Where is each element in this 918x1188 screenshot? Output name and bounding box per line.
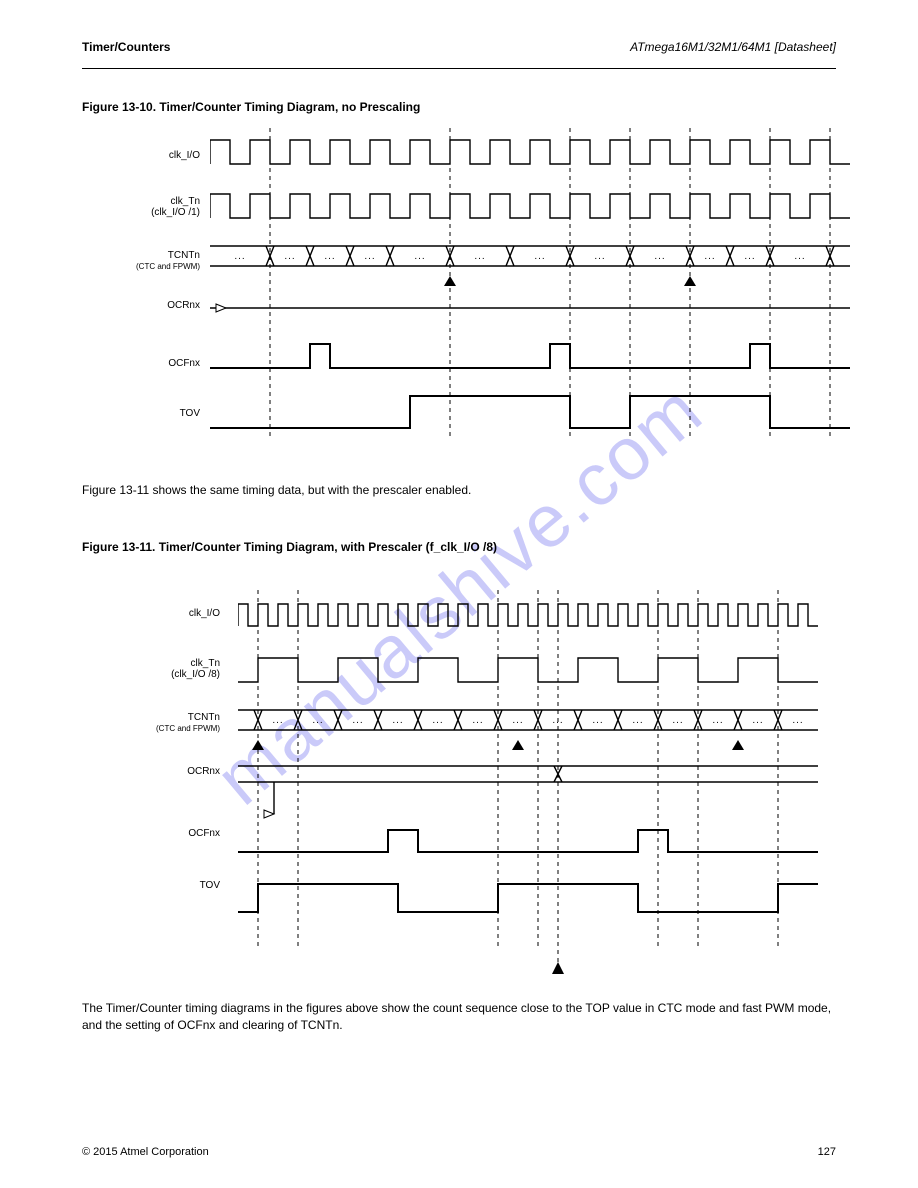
- svg-text:...: ...: [672, 715, 683, 726]
- svg-text:...: ...: [794, 251, 805, 262]
- svg-text:...: ...: [312, 715, 323, 726]
- fig1-label-tov: TOV: [120, 408, 200, 419]
- svg-text:...: ...: [552, 715, 563, 726]
- header-right: ATmega16M1/32M1/64M1 [Datasheet]: [630, 40, 836, 54]
- top-rule: [82, 68, 836, 69]
- fig2-label-tov: TOV: [130, 880, 220, 891]
- svg-text:...: ...: [352, 715, 363, 726]
- svg-text:...: ...: [272, 715, 283, 726]
- page: Timer/Counters ATmega16M1/32M1/64M1 [Dat…: [0, 0, 918, 1188]
- fig1-label-tcnt: TCNTn: [120, 250, 200, 261]
- fig1-label-ocr: OCRnx: [120, 300, 200, 311]
- figure2-caption: Figure 13-11. Timer/Counter Timing Diagr…: [82, 540, 497, 554]
- header-left: Timer/Counters: [82, 40, 170, 54]
- svg-text:...: ...: [364, 251, 375, 262]
- svg-text:...: ...: [474, 251, 485, 262]
- svg-text:...: ...: [704, 251, 715, 262]
- between-text: Figure 13-11 shows the same timing data,…: [82, 482, 836, 499]
- svg-text:...: ...: [284, 251, 295, 262]
- fig1-label-tcnt-note: (CTC and FPWM): [100, 262, 200, 271]
- svg-text:...: ...: [592, 715, 603, 726]
- fig2-label-tcnt-note: (CTC and FPWM): [110, 724, 220, 733]
- svg-text:...: ...: [414, 251, 425, 262]
- svg-text:...: ...: [594, 251, 605, 262]
- svg-text:...: ...: [234, 251, 245, 262]
- svg-text:...: ...: [432, 715, 443, 726]
- svg-text:...: ...: [712, 715, 723, 726]
- fig1-label-clk-io: clk_I/O: [120, 150, 200, 161]
- fig2-label-clk-io: clk_I/O: [130, 608, 220, 619]
- svg-text:...: ...: [512, 715, 523, 726]
- fig1-label-ocf: OCFnx: [120, 358, 200, 369]
- fig1-tcnt-hex: ... ... ... ... ... ... ... ... ... ... …: [210, 246, 850, 266]
- svg-text:...: ...: [472, 715, 483, 726]
- svg-text:...: ...: [752, 715, 763, 726]
- fig2-svg: ... ... ... ... ... ... ... ... ... ... …: [238, 590, 818, 990]
- fig2-label-clk-tn: clk_Tn (clk_I/O /8): [110, 658, 220, 680]
- svg-text:...: ...: [324, 251, 335, 262]
- svg-text:...: ...: [654, 251, 665, 262]
- fig2-label-ocf: OCFnx: [130, 828, 220, 839]
- svg-text:...: ...: [534, 251, 545, 262]
- fig1-guides: [270, 128, 830, 438]
- fig1-svg: ... ... ... ... ... ... ... ... ... ... …: [210, 128, 850, 448]
- svg-text:...: ...: [392, 715, 403, 726]
- fig1-label-clk-tn: clk_Tn (clk_I/O /1): [100, 196, 200, 218]
- svg-text:...: ...: [632, 715, 643, 726]
- fig2-label-tcnt: TCNTn: [130, 712, 220, 723]
- svg-text:...: ...: [744, 251, 755, 262]
- footer-right: 127: [818, 1146, 836, 1158]
- body-p1: The Timer/Counter timing diagrams in the…: [82, 1000, 836, 1034]
- footer-left: © 2015 Atmel Corporation: [82, 1146, 209, 1158]
- fig2-label-ocr: OCRnx: [130, 766, 220, 777]
- svg-text:...: ...: [792, 715, 803, 726]
- figure1-caption: Figure 13-10. Timer/Counter Timing Diagr…: [82, 100, 420, 114]
